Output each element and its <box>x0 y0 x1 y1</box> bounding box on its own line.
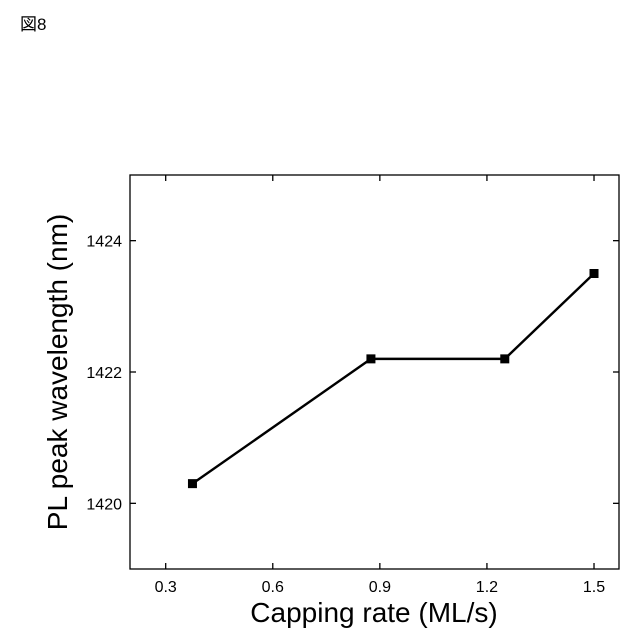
y-axis-title: PL peak wavelength (nm) <box>42 214 73 530</box>
x-tick-label: 1.5 <box>583 579 605 596</box>
y-axis-ticks: 1420 1422 1424 <box>86 234 619 514</box>
x-axis-title: Capping rate (ML/s) <box>250 597 497 628</box>
data-point <box>366 354 375 363</box>
series-line <box>192 274 594 484</box>
y-tick-label: 1422 <box>86 365 122 382</box>
data-point <box>500 354 509 363</box>
line-chart: 0.3 0.6 0.9 1.2 1.5 1420 1422 1424 Capping rat… <box>0 0 640 640</box>
data-points <box>188 269 599 488</box>
y-tick-label: 1420 <box>86 496 122 513</box>
data-point <box>590 269 599 278</box>
x-tick-label: 1.2 <box>476 579 498 596</box>
x-tick-label: 0.9 <box>369 579 391 596</box>
x-tick-label: 0.6 <box>262 579 284 596</box>
plot-frame <box>130 175 619 569</box>
y-tick-label: 1424 <box>86 234 122 251</box>
x-axis-ticks: 0.3 0.6 0.9 1.2 1.5 <box>155 175 606 596</box>
data-point <box>188 479 197 488</box>
x-tick-label: 0.3 <box>155 579 177 596</box>
